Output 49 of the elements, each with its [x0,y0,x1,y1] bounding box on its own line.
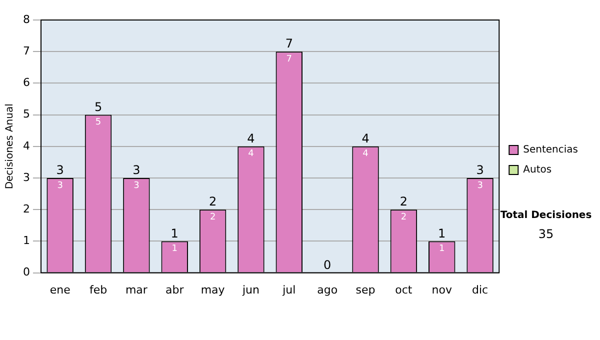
x-tick-label: mar [125,283,148,296]
x-tick-label: abr [165,283,184,296]
x-tick-label: jun [241,283,260,296]
data-label: 4 [362,149,369,160]
data-label: 2 [210,212,216,222]
total-label: 1 [438,226,446,240]
x-tick-label: sep [356,283,376,296]
total-label: 4 [247,132,255,146]
total-label: 7 [285,36,293,51]
x-tick-label: nov [432,283,452,296]
data-label: 1 [172,244,178,254]
data-label: 4 [248,149,254,160]
total-label: 1 [170,226,178,240]
total-label: 3 [56,163,64,178]
y-tick-label: 0 [23,266,30,279]
total-label: 5 [94,100,102,114]
legend-label: Autos [523,164,552,176]
total-label: 0 [324,258,332,272]
y-tick-label: 7 [23,44,30,58]
x-tick-label: ene [50,283,71,296]
y-tick-label: 1 [23,234,30,248]
total-label: 3 [476,163,484,178]
x-tick-label: jul [282,283,296,296]
text: 35 [537,227,555,241]
data-label: 2 [400,212,407,222]
data-label: 3 [57,180,63,191]
y-tick-label: 5 [23,108,30,121]
y-tick-label: 4 [23,139,30,152]
y-tick-label: 6 [23,76,30,90]
data-label: 1 [439,244,445,254]
total-label: 2 [208,194,217,209]
text: Total Decisiones [499,210,593,221]
x-tick-label: may [200,283,226,296]
x-tick-label: ago [317,283,338,296]
y-axis-title: Decisiones Anual [4,104,16,190]
total-label: 4 [362,132,370,146]
x-tick-label: dic [472,283,488,296]
x-tick-label: feb [89,283,108,296]
y-tick-label: 2 [23,202,30,216]
total-label: 3 [132,163,140,178]
y-tick-label: 3 [23,170,30,184]
data-label: 7 [286,54,292,64]
x-tick-label: oct [395,283,413,296]
y-tick-label: 8 [23,12,30,26]
data-label: 3 [477,180,483,191]
legend-label: Sentencias [523,144,578,156]
data-label: 5 [95,118,102,128]
total-label: 2 [400,194,408,209]
data-label: 3 [134,180,140,191]
